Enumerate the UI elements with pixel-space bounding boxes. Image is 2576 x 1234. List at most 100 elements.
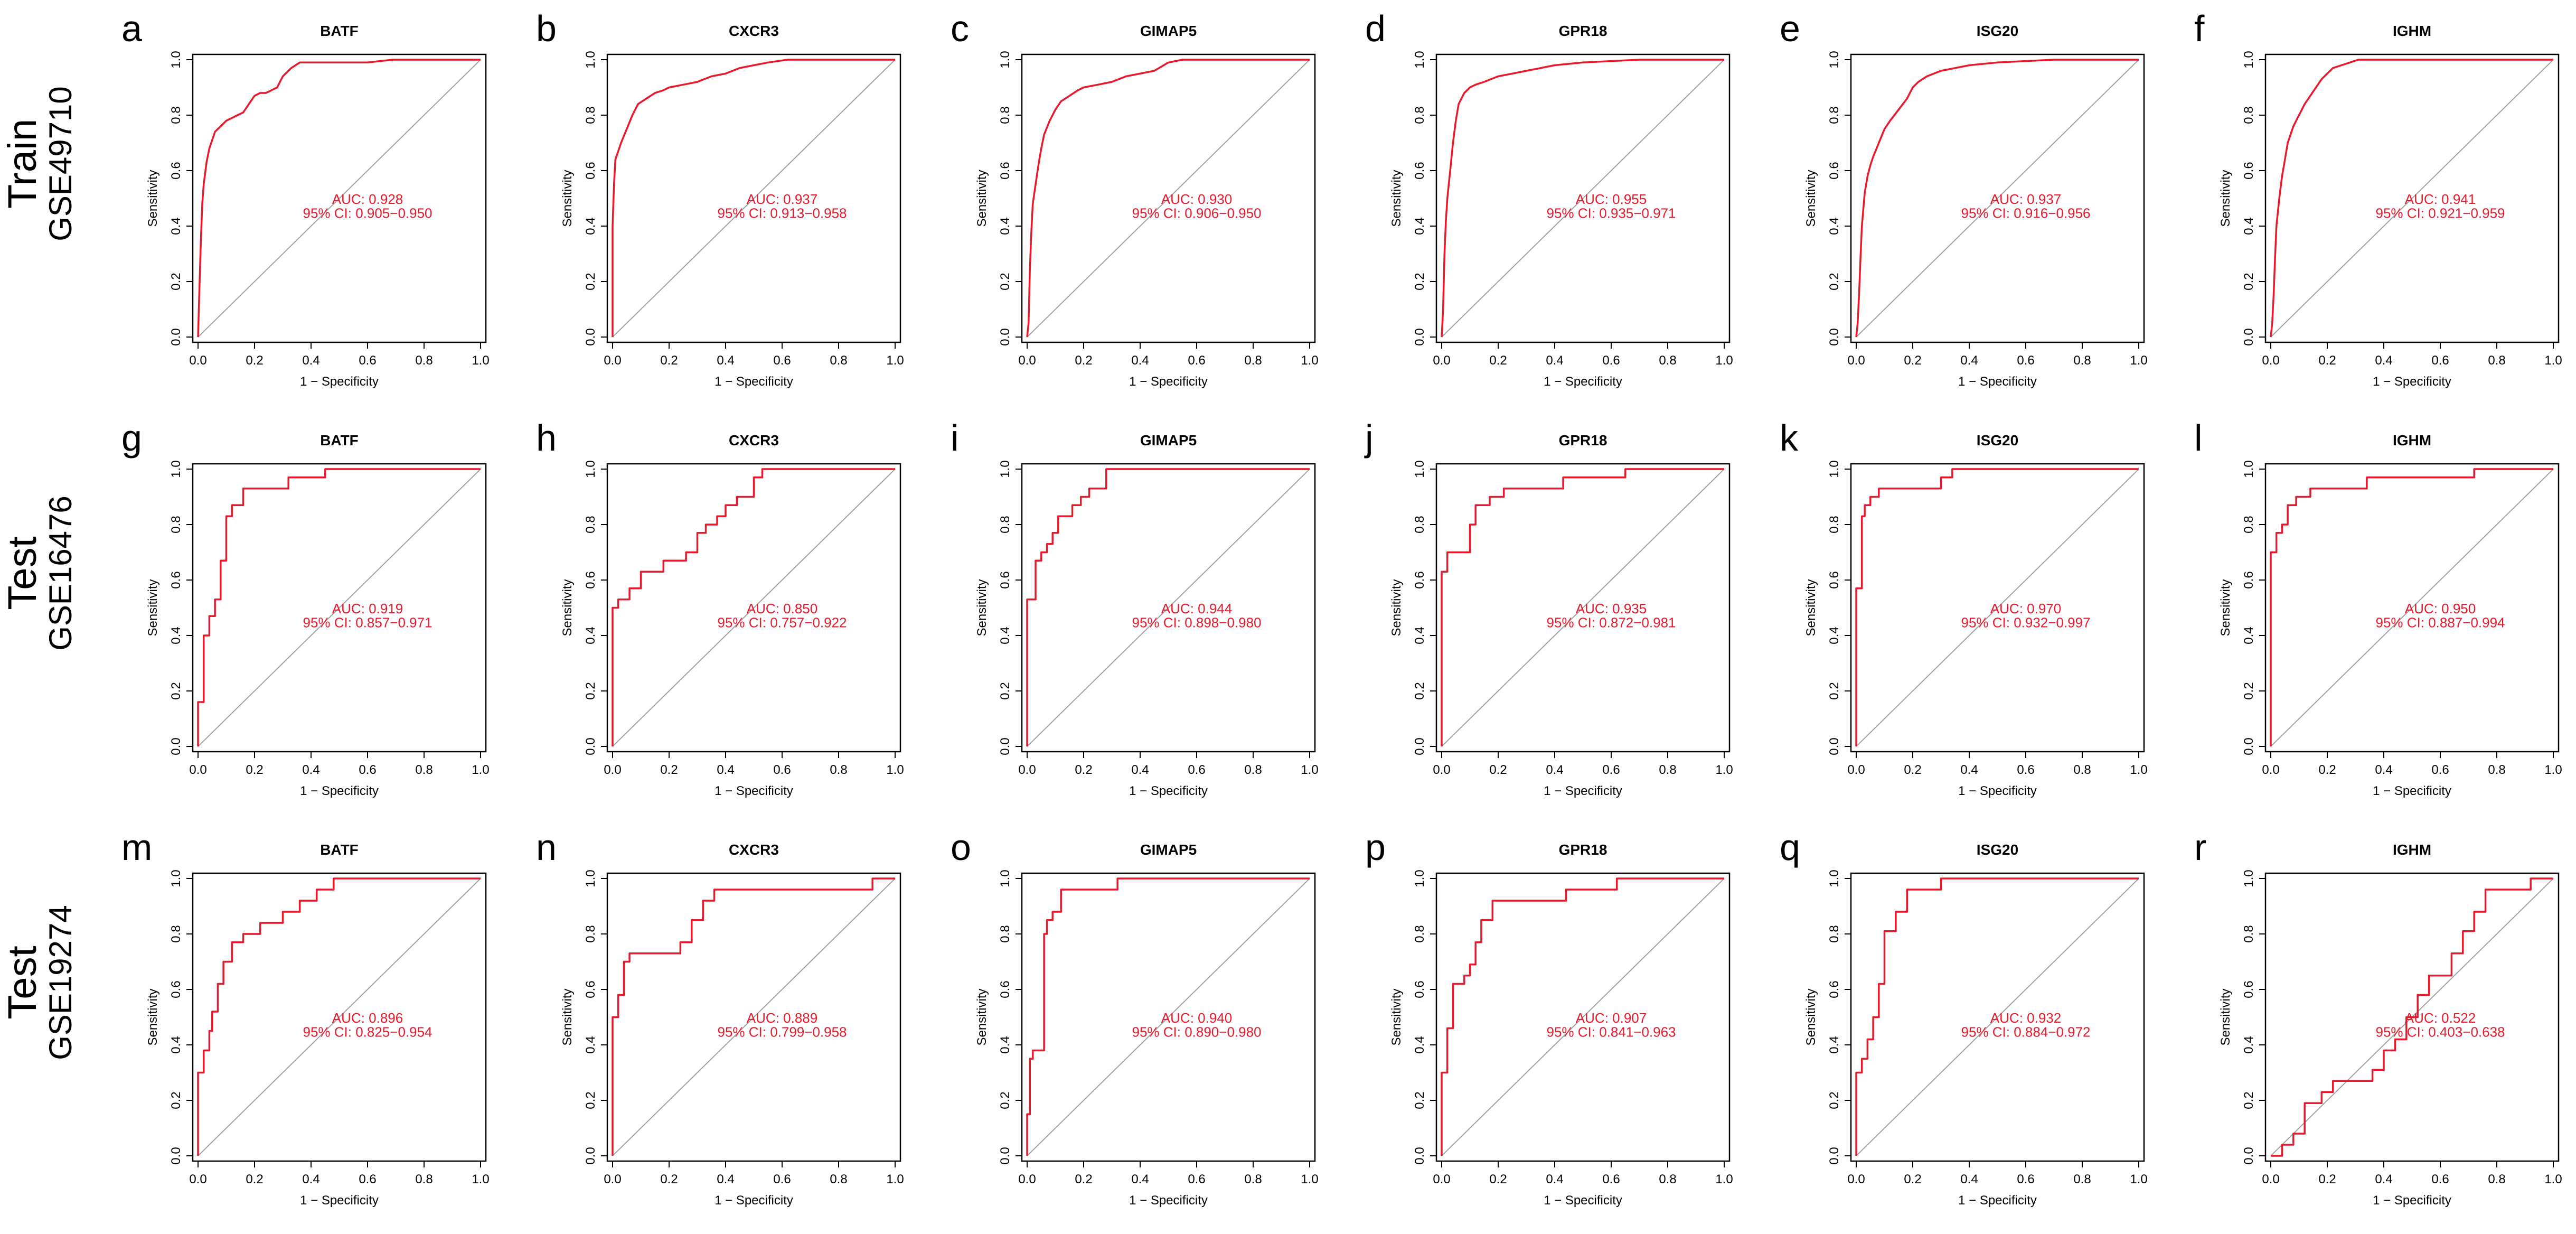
panel-letter: d — [1365, 8, 1386, 49]
x-axis-label: 1 − Specificity — [300, 784, 379, 798]
x-tick-label: 0.4 — [1960, 763, 1978, 777]
roc-curve — [1855, 59, 2139, 338]
x-axis-label: 1 − Specificity — [714, 784, 793, 798]
x-tick-label: 0.4 — [302, 763, 319, 777]
y-tick-label: 0.0 — [169, 1147, 183, 1164]
x-tick-label: 0.0 — [1847, 1172, 1865, 1186]
y-tick-label: 0.8 — [2242, 106, 2256, 124]
y-tick-label: 0.0 — [1413, 328, 1427, 345]
y-tick-label: 0.4 — [1413, 217, 1427, 235]
plot-frame — [606, 872, 901, 1162]
panel-title: IGHM — [2393, 23, 2431, 39]
x-tick-label: 0.0 — [1018, 353, 1036, 368]
x-tick-label: 1.0 — [886, 763, 904, 777]
roc-curve — [1855, 468, 2139, 746]
y-tick-label: 0.0 — [1827, 328, 1841, 345]
x-tick-label: 0.4 — [1546, 763, 1563, 777]
x-tick-label: 0.8 — [2488, 353, 2505, 368]
reference-diagonal — [198, 469, 481, 747]
y-axis-label: Sensitivity — [1804, 579, 1818, 636]
x-tick-label: 0.4 — [1131, 763, 1149, 777]
auc-label: AUC: 0.919 — [332, 601, 403, 616]
x-tick-label: 0.8 — [415, 353, 433, 368]
x-tick-label: 0.8 — [830, 353, 847, 368]
ci-label: 95% CI: 0.841−0.963 — [1546, 1024, 1676, 1040]
y-tick-label: 0.0 — [998, 328, 1012, 345]
auc-label: AUC: 0.850 — [747, 601, 817, 616]
x-tick-label: 1.0 — [2544, 353, 2562, 368]
y-tick-label: 1.0 — [169, 51, 183, 68]
reference-diagonal — [2270, 59, 2554, 338]
x-tick-label: 0.8 — [1659, 353, 1676, 368]
roc-panel-b: b CXCR3 0.0 0.0 0.2 0.2 0.4 0.4 0.6 0.6 0.8 0.8 1.0 1… — [536, 8, 904, 389]
y-tick-label: 0.8 — [584, 925, 598, 942]
y-axis-label: Sensitivity — [1389, 988, 1404, 1045]
y-tick-label: 0.0 — [584, 1147, 598, 1164]
plot-frame — [2264, 872, 2560, 1162]
y-tick-label: 1.0 — [1827, 870, 1841, 887]
reference-diagonal — [1856, 59, 2139, 338]
y-tick-label: 0.4 — [584, 217, 598, 235]
y-tick-label: 0.0 — [584, 737, 598, 755]
x-tick-label: 0.2 — [1489, 1172, 1507, 1186]
plot-frame — [606, 463, 901, 753]
y-tick-label: 0.2 — [1413, 682, 1427, 699]
y-tick-label: 0.8 — [1827, 106, 1841, 124]
y-tick-label: 0.2 — [584, 682, 598, 699]
y-tick-label: 0.2 — [169, 1091, 183, 1109]
plot-frame — [2264, 463, 2560, 753]
x-tick-label: 0.2 — [1489, 763, 1507, 777]
y-tick-label: 0.2 — [998, 1091, 1012, 1109]
reference-diagonal — [612, 59, 896, 338]
x-axis-label: 1 − Specificity — [300, 1193, 379, 1208]
plot-frame — [1435, 872, 1731, 1162]
y-tick-label: 0.8 — [1827, 516, 1841, 533]
panel-letter: b — [536, 8, 557, 49]
x-tick-label: 0.0 — [604, 353, 621, 368]
x-tick-label: 0.6 — [359, 763, 376, 777]
x-tick-label: 1.0 — [472, 353, 489, 368]
y-axis-label: Sensitivity — [1804, 988, 1818, 1045]
plot-frame — [1850, 53, 2145, 343]
roc-curve — [612, 59, 895, 337]
y-axis-label: Sensitivity — [2218, 579, 2233, 636]
x-tick-label: 0.8 — [415, 1172, 433, 1186]
auc-label: AUC: 0.932 — [1990, 1010, 2061, 1026]
panel-title: GIMAP5 — [1140, 23, 1197, 39]
x-tick-label: 0.6 — [2431, 353, 2449, 368]
roc-panel-f: f IGHM 0.0 0.0 0.2 0.2 0.4 0.4 0.6 0.6 0.8 0.8 1.0 1.… — [2194, 8, 2562, 389]
y-axis-label: Sensitivity — [560, 988, 575, 1045]
panel-letter: k — [1780, 417, 1799, 459]
y-axis-label: Sensitivity — [560, 170, 575, 227]
y-tick-label: 0.6 — [1413, 571, 1427, 588]
y-tick-label: 0.6 — [1413, 980, 1427, 998]
x-tick-label: 0.8 — [1244, 353, 1262, 368]
x-tick-label: 0.6 — [359, 1172, 376, 1186]
panel-title: GPR18 — [1559, 23, 1607, 39]
plot-frame — [1435, 463, 1731, 753]
y-tick-label: 1.0 — [2242, 51, 2256, 68]
auc-label: AUC: 0.937 — [1990, 191, 2061, 207]
x-tick-label: 0.8 — [2073, 763, 2091, 777]
y-tick-label: 0.6 — [169, 571, 183, 588]
roc-panel-h: h CXCR3 0.0 0.0 0.2 0.2 0.4 0.4 0.6 0.6 0.8 0.8 1.0 1… — [536, 417, 904, 798]
x-tick-label: 0.2 — [660, 763, 678, 777]
y-tick-label: 1.0 — [998, 51, 1012, 68]
reference-diagonal — [198, 59, 481, 338]
y-tick-label: 0.4 — [998, 1036, 1012, 1053]
y-tick-label: 0.0 — [1827, 737, 1841, 755]
x-tick-label: 0.4 — [2375, 353, 2392, 368]
y-tick-label: 1.0 — [1827, 51, 1841, 68]
roc-panel-o: o GIMAP5 0.0 0.0 0.2 0.2 0.4 0.4 0.6 0.6 0.8 0.8 1.0… — [951, 827, 1319, 1208]
y-tick-label: 1.0 — [584, 460, 598, 478]
ci-label: 95% CI: 0.906−0.950 — [1132, 205, 1261, 221]
reference-diagonal — [612, 469, 896, 747]
y-axis-label: Sensitivity — [975, 988, 989, 1045]
y-tick-label: 0.4 — [2242, 1036, 2256, 1053]
y-tick-label: 0.8 — [2242, 925, 2256, 942]
roc-curve — [1855, 877, 2139, 1156]
ci-label: 95% CI: 0.872−0.981 — [1546, 614, 1676, 630]
x-axis-label: 1 − Specificity — [714, 1193, 793, 1208]
auc-label: AUC: 0.970 — [1990, 601, 2061, 616]
y-tick-label: 1.0 — [1413, 870, 1427, 887]
